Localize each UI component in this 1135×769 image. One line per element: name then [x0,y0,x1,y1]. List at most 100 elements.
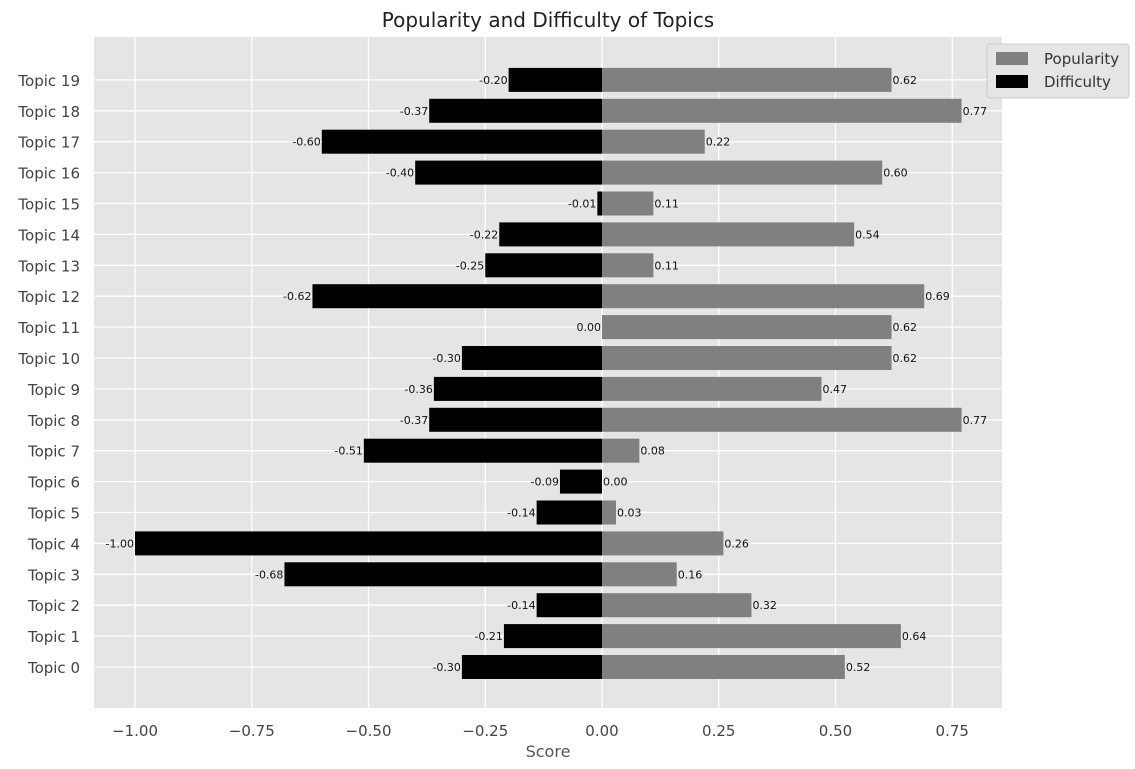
popularity-bar-19 [602,67,892,92]
popularity-bar-11 [602,315,892,340]
x-axis-tick-labels: −1.00 −0.75 −0.50 −0.25 0.00 0.25 0.50 0.75 [112,722,969,740]
legend-swatch-popularity [996,52,1028,65]
difficulty-value-label-2: -0.14 [507,599,535,612]
popularity-bar-9 [602,376,822,401]
popularity-bar-16 [602,160,883,185]
popularity-value-label-15: 0.11 [654,198,679,211]
y-tick-label-10: Topic 10 [17,350,80,368]
popularity-bar-3 [602,562,677,587]
popularity-bar-17 [602,129,705,154]
popularity-bar-1 [602,624,901,649]
x-tick-label-1: −0.75 [229,722,275,740]
y-tick-label-3: Topic 3 [27,566,80,584]
x-tick-label-7: 0.75 [936,722,969,740]
difficulty-bar-9 [433,376,602,401]
legend: Popularity Difficulty [986,43,1130,99]
y-tick-label-18: Topic 18 [17,103,80,121]
difficulty-bar-19 [508,67,602,92]
popularity-value-label-0: 0.52 [846,661,871,674]
y-tick-label-15: Topic 15 [17,196,80,214]
x-tick-label-5: 0.25 [702,722,735,740]
popularity-value-label-2: 0.32 [752,599,777,612]
y-tick-label-13: Topic 13 [17,257,80,275]
y-tick-label-2: Topic 2 [27,597,80,615]
popularity-value-label-6: 0.00 [603,476,628,489]
y-tick-label-1: Topic 1 [27,628,80,646]
difficulty-bar-3 [284,562,602,587]
popularity-bar-0 [602,655,845,679]
popularity-bar-13 [602,253,654,278]
difficulty-value-label-12: -0.62 [283,290,311,303]
popularity-value-label-16: 0.60 [883,167,908,180]
popularity-value-label-12: 0.69 [925,290,950,303]
difficulty-value-label-9: -0.36 [404,383,432,396]
popularity-bar-12 [602,284,925,309]
popularity-value-label-4: 0.26 [724,537,749,550]
difficulty-bar-8 [429,407,602,432]
difficulty-value-label-18: -0.37 [400,105,428,118]
popularity-value-label-10: 0.62 [893,352,918,365]
difficulty-bar-4 [135,531,602,556]
difficulty-bar-16 [415,160,602,185]
difficulty-value-label-4: -1.00 [106,537,134,550]
difficulty-bar-7 [363,438,602,463]
y-tick-label-9: Topic 9 [27,381,80,399]
difficulty-value-label-16: -0.40 [386,167,414,180]
popularity-value-label-18: 0.77 [963,105,988,118]
difficulty-bar-6 [559,469,602,494]
difficulty-value-label-7: -0.51 [334,445,362,458]
popularity-bar-14 [602,222,855,247]
popularity-value-label-19: 0.62 [893,74,918,87]
y-tick-label-11: Topic 11 [17,319,80,337]
difficulty-bar-12 [312,284,602,309]
popularity-value-label-3: 0.16 [678,568,703,581]
y-tick-label-5: Topic 5 [27,505,80,523]
popularity-bar-4 [602,531,724,556]
popularity-bar-2 [602,593,752,618]
popularity-value-label-9: 0.47 [822,383,847,396]
x-tick-label-2: −0.50 [346,722,392,740]
x-tick-label-3: −0.25 [462,722,508,740]
popularity-bar-15 [602,191,654,216]
x-tick-label-0: −1.00 [112,722,158,740]
popularity-value-label-14: 0.54 [855,228,880,241]
difficulty-value-label-1: -0.21 [474,630,502,643]
difficulty-value-label-11: 0.00 [577,321,602,334]
difficulty-value-label-15: -0.01 [568,198,596,211]
bar-value-labels: 0.52 -0.30 0.64 -0.21 0.32 -0.14 0.16 -0.68 0.26… [106,74,988,674]
legend-label-difficulty: Difficulty [1044,73,1111,91]
chart-title: Popularity and Difficulty of Topics [382,8,714,32]
x-axis-label: Score [526,742,571,761]
difficulty-bar-1 [503,624,602,649]
y-tick-label-12: Topic 12 [17,288,80,306]
y-tick-label-16: Topic 16 [17,165,80,183]
difficulty-bar-14 [499,222,602,247]
y-tick-label-19: Topic 19 [17,72,80,90]
popularity-bar-8 [602,407,962,432]
popularity-bars [602,67,962,679]
difficulty-value-label-19: -0.20 [479,74,507,87]
y-tick-label-4: Topic 4 [27,535,80,553]
legend-label-popularity: Popularity [1044,50,1119,68]
difficulty-value-label-8: -0.37 [400,414,428,427]
difficulty-bar-0 [461,655,602,679]
y-tick-label-0: Topic 0 [27,659,80,677]
difficulty-bar-15 [597,191,602,216]
popularity-bar-7 [602,438,640,463]
popularity-bar-18 [602,98,962,123]
popularity-value-label-13: 0.11 [654,259,679,272]
x-tick-label-4: 0.00 [585,722,618,740]
popularity-value-label-1: 0.64 [902,630,927,643]
difficulty-value-label-5: -0.14 [507,507,535,520]
popularity-value-label-17: 0.22 [706,136,731,149]
difficulty-bar-10 [461,346,602,370]
difficulty-bars [135,67,602,679]
popularity-value-label-7: 0.08 [640,445,665,458]
difficulty-bar-5 [536,500,602,525]
difficulty-value-label-10: -0.30 [432,352,460,365]
difficulty-bar-2 [536,593,602,618]
difficulty-bar-13 [485,253,602,278]
popularity-bar-10 [602,346,892,370]
